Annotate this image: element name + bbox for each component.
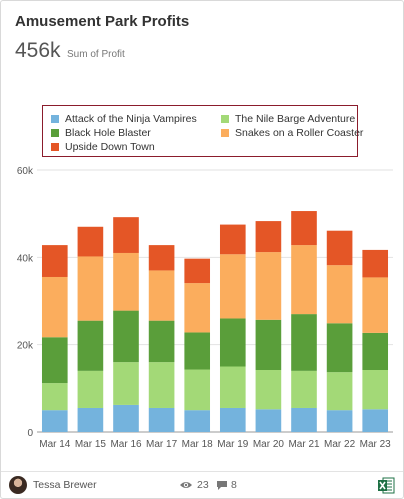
bar-segment — [255, 409, 282, 432]
bar-segment — [77, 226, 104, 257]
legend-swatch — [51, 143, 59, 151]
bar-segment — [326, 230, 353, 266]
legend-label: Black Hole Blaster — [65, 127, 151, 139]
bar-segment — [184, 369, 211, 411]
bar-segment — [77, 407, 104, 432]
views-value: 23 — [197, 479, 209, 491]
bar-segment — [326, 410, 353, 432]
stacked-bar-chart: 0 20k 40k 60k Mar 14 Mar 15 Mar 16 Mar 17 Mar 18… — [17, 166, 393, 450]
legend-item[interactable]: Upside Down Town — [51, 141, 155, 153]
bar-segment — [326, 372, 353, 411]
bar-segment — [184, 258, 211, 284]
x-tick-label: Mar 15 — [75, 439, 107, 450]
bar-segment — [113, 252, 139, 311]
bar-segment — [362, 369, 389, 410]
bar-segment — [41, 276, 68, 338]
x-tick-label: Mar 22 — [324, 439, 356, 450]
x-tick-label: Mar 21 — [288, 439, 320, 450]
bar-segment — [362, 409, 389, 432]
bar-segment — [41, 383, 68, 411]
bar-segment — [219, 318, 246, 367]
bar-segment — [362, 277, 389, 333]
legend-label: Attack of the Ninja Vampires — [65, 113, 197, 125]
bar-segment — [77, 256, 104, 321]
legend-item[interactable]: Black Hole Blaster — [51, 127, 151, 139]
x-tick-label: Mar 16 — [110, 439, 142, 450]
x-tick-label: Mar 23 — [360, 439, 392, 450]
author-name[interactable]: Tessa Brewer — [33, 479, 97, 491]
comments-count[interactable]: 8 — [216, 479, 237, 491]
bar-segment — [184, 332, 211, 370]
chart-title: Amusement Park Profits — [15, 13, 190, 30]
bar-segment — [255, 252, 282, 320]
bar-segment — [255, 319, 282, 370]
x-tick-label: Mar 20 — [253, 439, 285, 450]
bar-segment — [219, 254, 246, 319]
x-tick-label: Mar 19 — [217, 439, 249, 450]
x-tick-label: Mar 14 — [39, 439, 71, 450]
comments-value: 8 — [231, 479, 237, 491]
bar-segment — [326, 323, 353, 373]
bar-segment — [219, 407, 246, 432]
legend-swatch — [221, 115, 229, 123]
bar-segment — [113, 362, 139, 405]
bar-segment — [148, 407, 175, 432]
bar-segment — [255, 369, 282, 410]
bar-segment — [219, 366, 246, 408]
views-count: 23 — [179, 479, 209, 491]
comment-icon — [217, 480, 227, 490]
bar-segment — [41, 337, 68, 384]
y-tick-label: 20k — [17, 341, 34, 352]
x-tick-label: Mar 17 — [146, 439, 178, 450]
legend-item[interactable]: Attack of the Ninja Vampires — [51, 113, 197, 125]
x-tick-label: Mar 18 — [182, 439, 214, 450]
bar-segment — [184, 410, 211, 432]
bar-segment — [148, 320, 175, 363]
avatar[interactable] — [9, 476, 27, 494]
bar-segment — [113, 404, 139, 432]
legend-label: Upside Down Town — [65, 141, 155, 153]
y-tick-label: 40k — [17, 253, 34, 264]
metric-value: 456k — [15, 39, 61, 62]
card-footer: Tessa Brewer 23 8 — [1, 471, 403, 499]
bar-segment — [291, 314, 317, 371]
bar-segment — [77, 370, 104, 408]
bar-segment — [113, 310, 139, 363]
eye-icon — [180, 482, 192, 488]
legend-swatch — [51, 129, 59, 137]
bar-segment — [148, 270, 175, 321]
chart-legend: Attack of the Ninja Vampires The Nile Ba… — [42, 105, 363, 157]
bar-segment — [291, 407, 317, 432]
excel-icon[interactable] — [378, 477, 395, 494]
bar-segment — [148, 362, 175, 408]
bar-segment — [326, 265, 353, 324]
bar-segment — [148, 245, 175, 271]
legend-label: The Nile Barge Adventure — [235, 113, 356, 125]
legend-item[interactable]: Snakes on a Roller Coaster — [221, 127, 363, 139]
y-tick-label: 0 — [27, 428, 33, 439]
metric-summary: 456k Sum of Profit — [15, 39, 125, 63]
legend-label: Snakes on a Roller Coaster — [235, 127, 364, 139]
bar-segment — [219, 224, 246, 255]
metric-label: Sum of Profit — [67, 49, 125, 60]
bar-segment — [362, 249, 389, 278]
bar-segment — [77, 320, 104, 371]
bar-segment — [41, 245, 68, 277]
legend-item[interactable]: The Nile Barge Adventure — [221, 113, 355, 125]
legend-swatch — [51, 115, 59, 123]
bar-segment — [255, 221, 282, 253]
legend-swatch — [221, 129, 229, 137]
bar-segment — [41, 410, 68, 432]
bar-segment — [362, 332, 389, 370]
bar-segment — [291, 245, 317, 315]
bar-segment — [113, 217, 139, 253]
bar-segment — [291, 370, 317, 408]
bar-segment — [184, 283, 211, 333]
y-tick-label: 60k — [17, 166, 34, 177]
bar-segment — [291, 211, 317, 246]
